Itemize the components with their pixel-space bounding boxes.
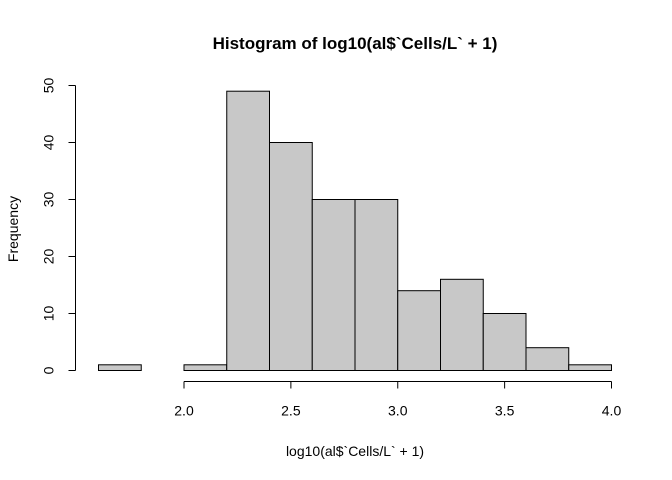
histogram-bar-3 [183, 364, 228, 371]
histogram-bar-8 [397, 290, 441, 372]
bars-group [98, 90, 612, 372]
x-axis-label: log10(al$`Cells/L` + 1) [286, 443, 424, 459]
histogram-bar-5 [269, 142, 313, 371]
x-axis: 2.0 2.5 3.0 3.5 4.0 [174, 381, 622, 419]
x-tick-label: 4.0 [602, 403, 622, 419]
histogram-bar-1 [98, 364, 142, 371]
x-tick-label: 3.0 [388, 403, 408, 419]
x-tick-label: 2.5 [281, 403, 301, 419]
histogram-bar-10 [482, 313, 527, 371]
histogram-bar-6 [311, 199, 356, 371]
histogram-bar-7 [354, 199, 399, 371]
chart-title: Histogram of log10(al$`Cells/L` + 1) [213, 34, 498, 53]
histogram-bar-4 [226, 90, 270, 371]
x-tick-label: 2.0 [174, 403, 194, 419]
y-axis-label: Frequency [5, 196, 21, 262]
histogram-bar-12 [568, 364, 612, 371]
y-tick-label: 50 [41, 78, 57, 94]
y-tick-label: 40 [41, 135, 57, 151]
x-tick-label: 3.5 [495, 403, 515, 419]
y-tick-label: 0 [41, 366, 57, 374]
y-tick-label: 20 [41, 249, 57, 265]
histogram-bar-11 [525, 347, 570, 372]
histogram-bar-9 [440, 278, 484, 371]
y-tick-label: 30 [41, 192, 57, 208]
y-tick-label: 10 [41, 306, 57, 322]
y-axis: 0 10 20 30 40 50 [41, 78, 76, 374]
